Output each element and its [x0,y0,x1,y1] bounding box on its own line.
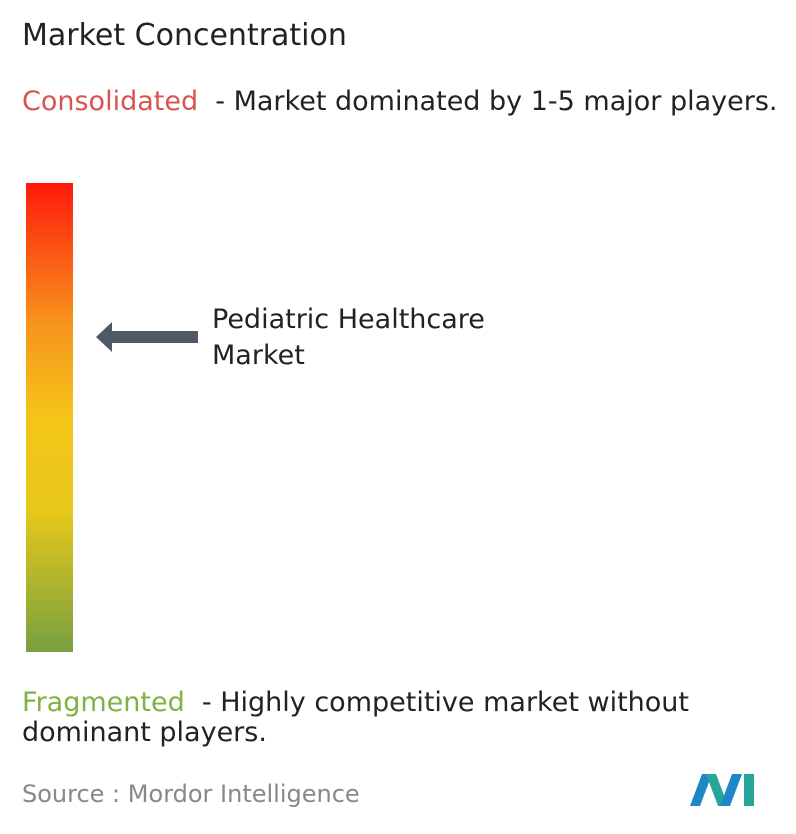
logo [690,774,754,806]
source-label: Source : [22,780,121,808]
marker-label: Pediatric Healthcare Market [212,304,485,371]
source-name: Mordor Intelligence [127,780,360,808]
top-description: Consolidated - Market dominated by 1-5 m… [22,87,792,117]
source: Source : Mordor Intelligence [22,780,360,808]
gradient-scale [26,183,73,652]
consolidated-label: Consolidated [22,86,199,117]
arrow [96,322,198,352]
fragmented-text: - Highly competitive market without domi… [22,687,689,748]
bottom-description: Fragmented - Highly competitive market w… [22,688,792,748]
fragmented-label: Fragmented [22,687,185,718]
consolidated-text: - Market dominated by 1-5 major players. [215,86,778,117]
title: Market Concentration [22,18,347,53]
